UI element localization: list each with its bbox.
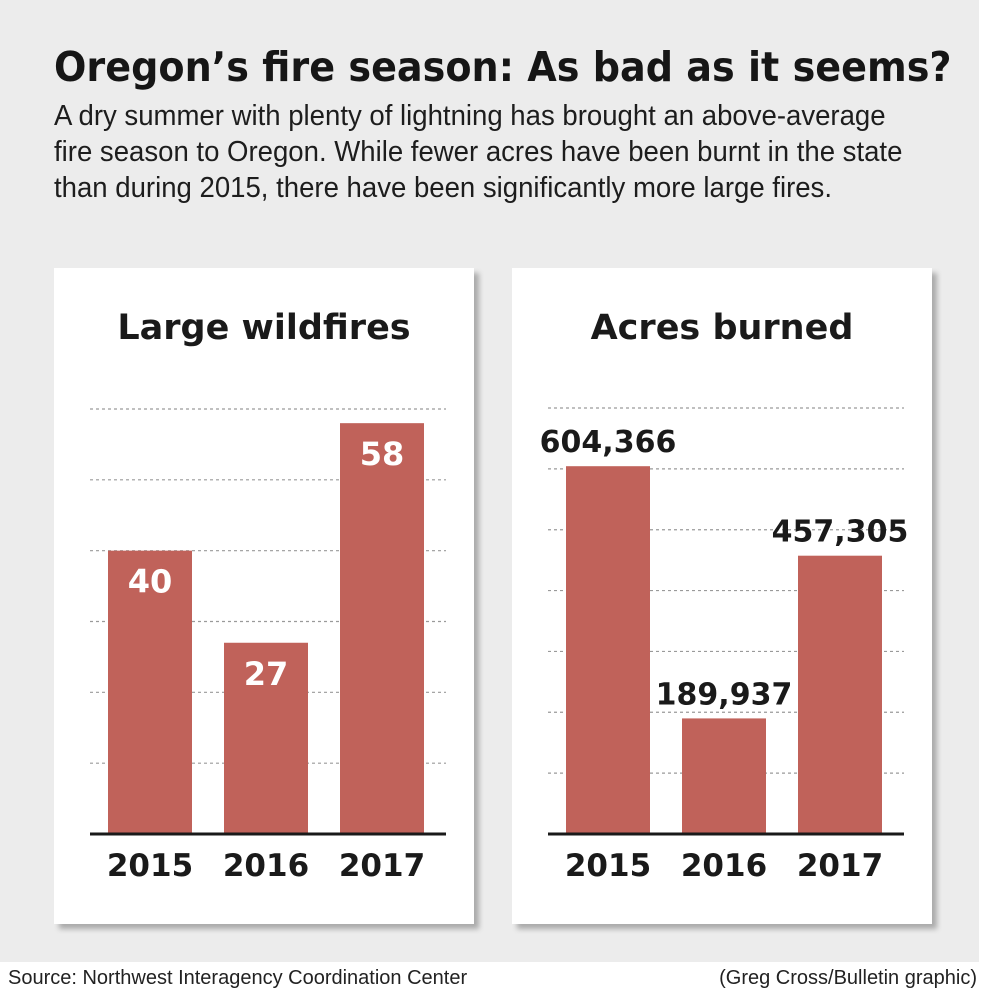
chart-panel-large-wildfires: Large wildfires 40 2015 27 2016 58 2017 (54, 268, 474, 924)
data-label-2017: 457,305 (772, 515, 909, 550)
headline: Oregon’s fire season: As bad as it seems… (54, 43, 952, 91)
data-label-2015: 40 (128, 563, 173, 601)
chart-large-wildfires: 40 2015 27 2016 58 2017 (90, 408, 446, 884)
data-label-2017: 58 (360, 435, 405, 473)
bar-2016 (682, 718, 766, 834)
source-note: Source: Northwest Interagency Coordinati… (8, 967, 468, 989)
tick-label-2015: 2015 (565, 848, 651, 884)
tick-label-2017: 2017 (339, 848, 425, 884)
chart-acres-burned: 604,366 2015 189,937 2016 457,305 2017 (540, 407, 909, 884)
data-label-2016: 27 (244, 655, 289, 693)
data-label-2015: 604,366 (540, 425, 677, 460)
graphic-background: Oregon’s fire season: As bad as it seems… (0, 0, 979, 962)
bar-2016 (224, 642, 308, 834)
bar-2017 (798, 555, 882, 834)
tick-label-2017: 2017 (797, 848, 883, 884)
tick-label-2015: 2015 (107, 848, 193, 884)
tick-label-2016: 2016 (681, 848, 767, 884)
intro-text: A dry summer with plenty of lightning ha… (54, 100, 903, 204)
bar-2015 (566, 466, 650, 834)
bar-2015 (108, 550, 192, 834)
chart-panel-acres-burned: Acres burned 604,366 2015 189,937 2016 457,3… (512, 268, 932, 924)
bar-2017 (340, 423, 424, 834)
tick-label-2016: 2016 (223, 848, 309, 884)
chart-title-large-wildfires: Large wildfires (117, 308, 411, 348)
graphic-credit: (Greg Cross/Bulletin graphic) (719, 967, 977, 989)
chart-title-acres-burned: Acres burned (590, 308, 854, 348)
data-label-2016: 189,937 (656, 677, 793, 712)
